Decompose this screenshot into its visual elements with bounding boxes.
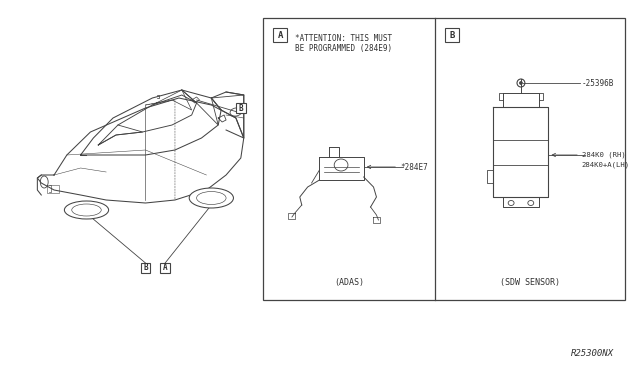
Text: B: B <box>143 263 148 273</box>
Bar <box>160 263 170 273</box>
Text: A: A <box>163 263 168 273</box>
Text: -25396B: -25396B <box>582 78 614 87</box>
Text: (ADAS): (ADAS) <box>335 278 364 286</box>
Text: 284K0+A(LH): 284K0+A(LH) <box>582 162 630 168</box>
Ellipse shape <box>189 188 234 208</box>
Ellipse shape <box>65 201 109 219</box>
Text: (SDW SENSOR): (SDW SENSOR) <box>500 278 560 286</box>
Text: R25300NX: R25300NX <box>572 349 614 358</box>
Text: 284K0 (RH): 284K0 (RH) <box>582 152 626 158</box>
Bar <box>273 28 287 42</box>
Bar <box>141 263 150 273</box>
Text: B: B <box>239 103 243 112</box>
Text: A: A <box>278 31 283 39</box>
Text: *ATTENTION: THIS MUST: *ATTENTION: THIS MUST <box>295 34 392 43</box>
Text: BE PROGRAMMED (284E9): BE PROGRAMMED (284E9) <box>295 44 392 53</box>
Text: *284E7: *284E7 <box>400 163 428 171</box>
Text: B: B <box>449 31 455 39</box>
Ellipse shape <box>520 81 522 84</box>
Bar <box>264 18 625 300</box>
Bar <box>445 28 459 42</box>
Bar <box>236 103 246 113</box>
